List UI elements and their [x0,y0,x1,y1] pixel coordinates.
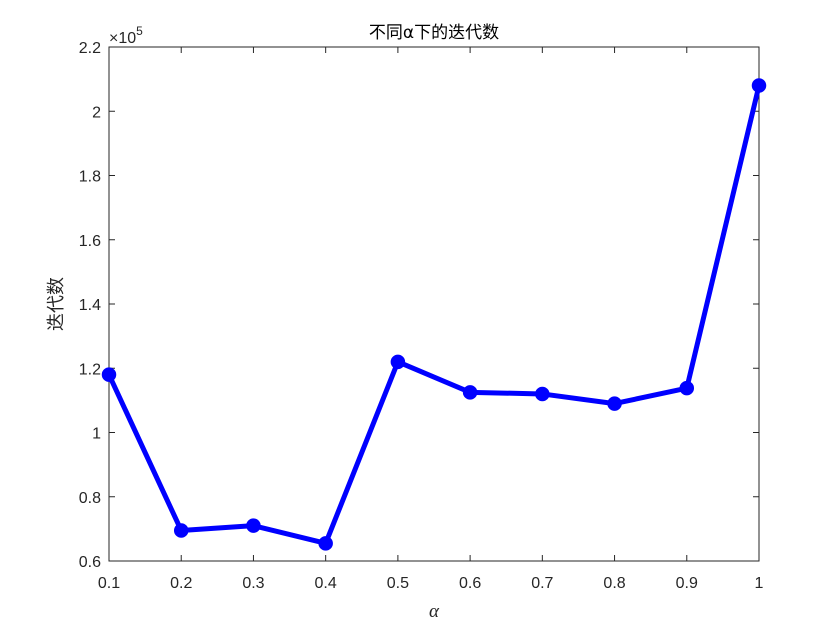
data-point [246,518,261,533]
y-tick-label: 2 [92,104,101,121]
x-tick-label: 0.8 [603,575,625,592]
chart-title: 不同α下的迭代数 [369,23,499,43]
x-axis: 0.1 0.2 0.3 0.4 0.5 0.6 0.7 0.8 0.9 1 [98,47,764,592]
x-tick-label: 0.7 [531,575,553,592]
series-layer [101,78,767,551]
x-tick-label: 0.3 [242,575,264,592]
svg-text:×105: ×105 [109,24,143,47]
x-tick-label: 0.5 [387,575,409,592]
data-point [173,523,189,538]
y-tick-label: 1.2 [79,361,101,378]
y-axis-label: 迭代数 [46,277,67,331]
x-tick-label: 1 [755,575,764,592]
data-point [318,536,333,551]
series-line [106,83,762,546]
data-point [390,354,406,370]
y-tick-label: 2.2 [79,40,101,57]
exponent-base: ×10 [109,30,136,47]
x-tick-label: 0.9 [676,575,698,592]
x-axis-label: α [429,601,440,622]
x-tick-label: 0.4 [315,575,337,592]
y-tick-label: 1.4 [79,297,101,314]
y-tick-label: 1 [92,426,101,443]
x-tick-label: 0.6 [459,575,481,592]
data-point [607,396,622,411]
y-tick-label: 0.6 [79,554,101,571]
y-tick-label: 0.8 [79,490,101,507]
exponent-label: ×105 [109,24,143,47]
y-tick-label: 1.6 [79,233,101,250]
y-axis: 0.6 0.8 1 1.2 1.4 1.6 1.8 2 2.2 [79,40,759,571]
exponent-power: 5 [136,24,143,38]
data-point [462,385,478,400]
x-tick-label: 0.2 [170,575,192,592]
data-point [679,380,695,396]
y-tick-label: 1.8 [79,169,101,186]
plot-area [108,46,760,562]
data-point [535,386,550,402]
data-point [101,367,117,382]
x-tick-label: 0.1 [98,575,120,592]
data-point [751,78,767,93]
